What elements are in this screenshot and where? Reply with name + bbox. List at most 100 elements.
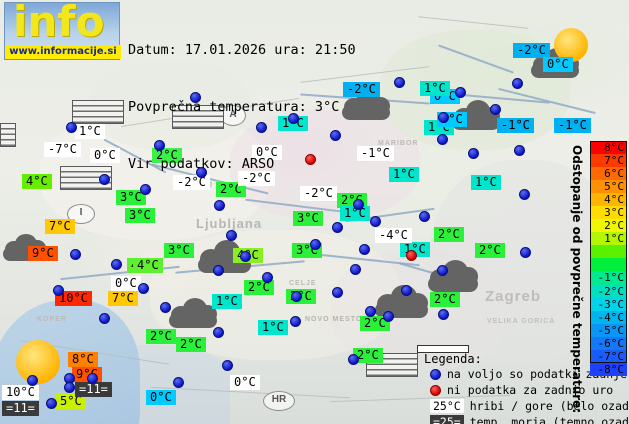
- station-dot-has-data[interactable]: [256, 122, 267, 133]
- temperature-label: -1°C: [554, 118, 591, 133]
- temperature-label: 3°C: [125, 208, 155, 223]
- temperature-label: 2°C: [434, 227, 464, 242]
- temperature-label: 3°C: [293, 211, 323, 226]
- legend-title: Legenda:: [424, 352, 482, 366]
- station-dot-has-data[interactable]: [290, 316, 301, 327]
- temperature-label: 2°C: [430, 292, 460, 307]
- legend-row-blue: na voljo so podatki zadnje ure: [430, 367, 629, 381]
- station-dot-has-data[interactable]: [438, 112, 449, 123]
- station-dot-has-data[interactable]: [291, 291, 302, 302]
- station-dot-has-data[interactable]: [99, 313, 110, 324]
- station-dot-has-data[interactable]: [438, 309, 449, 320]
- hatched-area-box: [0, 123, 16, 147]
- station-dot-has-data[interactable]: [240, 251, 251, 262]
- cloud-icon: [426, 258, 481, 294]
- station-dot-has-data[interactable]: [64, 382, 75, 393]
- station-dot-has-data[interactable]: [213, 265, 224, 276]
- station-dot-has-data[interactable]: [468, 148, 479, 159]
- station-dot-has-data[interactable]: [66, 122, 77, 133]
- station-dot-has-data[interactable]: [332, 287, 343, 298]
- color-scale-cell: -3°C: [590, 297, 627, 311]
- temperature-label: 1°C: [258, 320, 288, 335]
- logo-url: www.informacije.si: [5, 45, 121, 59]
- station-dot-has-data[interactable]: [160, 302, 171, 313]
- station-dot-has-data[interactable]: [455, 87, 466, 98]
- temperature-label: 2°C: [360, 316, 390, 331]
- station-dot-has-data[interactable]: [87, 373, 98, 384]
- header-date-line: Datum: 17.01.2026 ura: 21:50: [128, 42, 356, 58]
- site-logo[interactable]: info www.informacije.si: [4, 0, 121, 60]
- hatched-area-box: [72, 100, 124, 124]
- station-dot-has-data[interactable]: [365, 306, 376, 317]
- station-dot-has-data[interactable]: [138, 283, 149, 294]
- legend-row-sea: =25= temp. morja (temno ozadje): [430, 415, 629, 424]
- temperature-label: 8°C: [68, 352, 98, 367]
- color-scale-cell: -8°C: [590, 362, 627, 376]
- station-dot-has-data[interactable]: [401, 285, 412, 296]
- station-dot-has-data[interactable]: [353, 199, 364, 210]
- station-dot-has-data[interactable]: [332, 222, 343, 233]
- station-dot-has-data[interactable]: [520, 247, 531, 258]
- station-dot-has-data[interactable]: [46, 398, 57, 409]
- temperature-label: 1°C: [389, 167, 419, 182]
- blue-station-icon: [430, 368, 441, 380]
- legend-blue-text: na voljo so podatki zadnje ure: [447, 367, 629, 381]
- station-dot-has-data[interactable]: [111, 259, 122, 270]
- station-dot-has-data[interactable]: [214, 200, 225, 211]
- station-dot-has-data[interactable]: [226, 230, 237, 241]
- station-dot-has-data[interactable]: [350, 264, 361, 275]
- station-dot-has-data[interactable]: [437, 265, 448, 276]
- station-dot-has-data[interactable]: [140, 184, 151, 195]
- hatched-area-box: [172, 105, 224, 129]
- station-dot-has-data[interactable]: [348, 354, 359, 365]
- temperature-label: -1°C: [497, 118, 534, 133]
- station-dot-has-data[interactable]: [53, 285, 64, 296]
- red-station-icon: [430, 384, 441, 396]
- station-dot-has-data[interactable]: [262, 272, 273, 283]
- station-dot-has-data[interactable]: [437, 134, 448, 145]
- station-dot-has-data[interactable]: [383, 311, 394, 322]
- temperature-label: 0°C: [90, 148, 120, 163]
- station-dot-has-data[interactable]: [519, 189, 530, 200]
- header-source-line: Vir podatkov: ARSO: [128, 156, 275, 172]
- station-dot-has-data[interactable]: [190, 92, 201, 103]
- temperature-label: 4°C: [22, 174, 52, 189]
- color-scale-cell: 6°C: [590, 167, 627, 181]
- station-dot-has-data[interactable]: [99, 174, 110, 185]
- station-dot-has-data[interactable]: [394, 77, 405, 88]
- color-scale-cell: -7°C: [590, 349, 627, 363]
- station-dot-has-data[interactable]: [514, 145, 525, 156]
- station-dot-has-data[interactable]: [370, 216, 381, 227]
- sun-icon: [16, 340, 60, 384]
- station-dot-no-data[interactable]: [406, 250, 417, 261]
- station-dot-has-data[interactable]: [196, 167, 207, 178]
- sea-temperature-label: =11=: [75, 382, 112, 397]
- temperature-label: -2°C: [238, 171, 275, 186]
- header-average-temp-line: Povprečna temperatura: 3°C: [128, 99, 340, 115]
- station-dot-has-data[interactable]: [213, 327, 224, 338]
- legend-row-mountain: 25°C hribi / gore (belo ozadje): [430, 399, 629, 413]
- station-dot-no-data[interactable]: [305, 154, 316, 165]
- station-dot-has-data[interactable]: [330, 130, 341, 141]
- color-scale-cell: [590, 245, 627, 259]
- station-dot-has-data[interactable]: [173, 377, 184, 388]
- cloud-icon: [373, 283, 430, 320]
- station-dot-has-data[interactable]: [154, 140, 165, 151]
- station-dot-has-data[interactable]: [27, 375, 38, 386]
- station-dot-has-data[interactable]: [419, 211, 430, 222]
- station-dot-has-data[interactable]: [490, 104, 501, 115]
- temperature-label: 0°C: [111, 276, 141, 291]
- legend-white-swatch: 25°C: [430, 399, 464, 413]
- temperature-label: 1°C: [340, 206, 370, 221]
- temperature-label: 1°C: [212, 294, 242, 309]
- station-dot-has-data[interactable]: [512, 78, 523, 89]
- station-dot-has-data[interactable]: [359, 244, 370, 255]
- station-dot-has-data[interactable]: [288, 113, 299, 124]
- station-dot-has-data[interactable]: [70, 249, 81, 260]
- logo-wordmark: info: [13, 0, 105, 46]
- station-dot-has-data[interactable]: [222, 360, 233, 371]
- temperature-label: -2°C: [343, 82, 380, 97]
- station-dot-has-data[interactable]: [310, 239, 321, 250]
- sun-icon: [554, 28, 588, 62]
